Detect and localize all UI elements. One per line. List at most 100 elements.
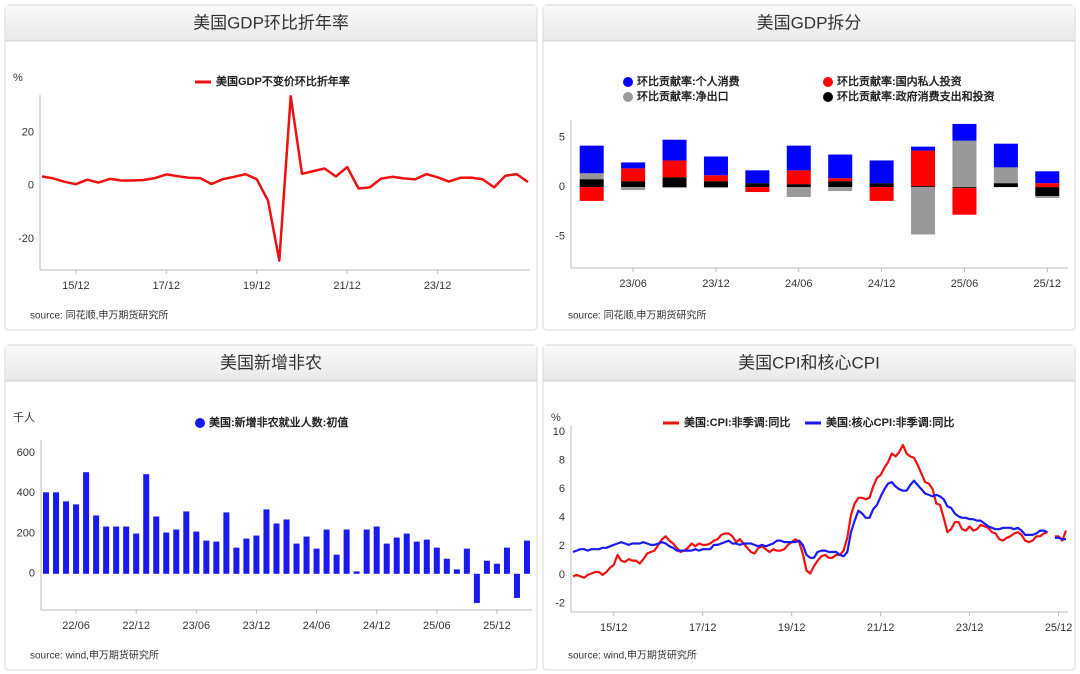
bar: [493, 563, 500, 574]
legend-swatch: [623, 92, 633, 102]
panel-title: 美国GDP环比折年率: [193, 13, 349, 32]
bar: [253, 535, 260, 574]
bar: [413, 541, 420, 574]
bar-segment: [828, 181, 853, 188]
x-tick-label: 21/12: [867, 622, 895, 634]
bar-segment: [869, 160, 894, 184]
bar: [203, 540, 210, 574]
x-tick-label: 24/12: [363, 620, 391, 632]
bar-segment: [869, 187, 894, 201]
bar-segment: [869, 183, 894, 188]
y-tick-label: 0: [29, 568, 35, 580]
source: source: wind,申万期货研究所: [568, 649, 697, 662]
bar-segment: [952, 123, 977, 141]
legend-label: 美国:新增非农就业人数:初值: [209, 415, 348, 429]
bar-segment: [828, 178, 853, 182]
y-tick-label: 0: [559, 569, 565, 581]
panel-header: [5, 345, 537, 381]
bar: [483, 560, 490, 574]
x-tick-label: 24/12: [868, 278, 896, 290]
bar-segment: [828, 154, 853, 179]
bar: [523, 540, 530, 574]
bar: [143, 474, 150, 574]
bar: [283, 519, 290, 574]
panel: [4, 344, 538, 671]
bar-segment: [579, 179, 604, 188]
y-tick-label: -2: [555, 597, 565, 609]
x-tick-label: 22/06: [62, 620, 90, 632]
bar: [123, 526, 130, 574]
legend-label: 环比贡献率:国内私人投资: [837, 74, 962, 88]
source: source: wind,申万期货研究所: [30, 649, 159, 662]
bar: [73, 504, 80, 574]
bar: [213, 541, 220, 574]
bar: [343, 529, 350, 574]
y-tick-label: 8: [559, 455, 565, 467]
panel: [4, 4, 538, 331]
legend-label: 美国:CPI:非季调:同比: [684, 415, 790, 429]
bar: [263, 509, 270, 574]
bar: [333, 554, 340, 574]
bar: [463, 548, 470, 574]
x-tick-label: 25/06: [423, 620, 451, 632]
bar-segment: [952, 187, 977, 189]
bar-segment: [993, 183, 1018, 188]
x-tick-label: 17/12: [689, 622, 717, 634]
x-tick-label: 23/12: [702, 278, 730, 290]
bar: [153, 516, 160, 574]
bar-segment: [579, 145, 604, 174]
bar-segment: [662, 187, 687, 189]
bar: [83, 472, 90, 574]
bar-segment: [703, 175, 728, 182]
legend-swatch: [623, 77, 633, 87]
panel: [542, 344, 1076, 671]
bar: [453, 569, 460, 574]
y-tick-label: -20: [18, 233, 34, 245]
bar: [303, 536, 310, 574]
bar: [243, 538, 250, 574]
bar-segment: [703, 181, 728, 188]
bar-segment: [911, 187, 936, 235]
bar: [353, 571, 360, 574]
y-tick-label: 10: [553, 426, 565, 438]
x-tick-label: 24/06: [303, 620, 331, 632]
bar-segment: [786, 145, 811, 171]
panel-header: [543, 5, 1075, 41]
legend-swatch: [195, 418, 205, 428]
legend-label: 美国:核心CPI:非季调:同比: [826, 415, 954, 429]
x-tick-label: 25/06: [951, 278, 979, 290]
bar: [503, 547, 510, 574]
bar: [443, 558, 450, 574]
bar-segment: [579, 173, 604, 180]
bar: [363, 529, 370, 574]
bar-segment: [911, 150, 936, 187]
x-tick-label: 23/06: [619, 278, 647, 290]
series-line: [41, 95, 529, 262]
series-line: [572, 479, 1066, 559]
bar-segment: [1035, 187, 1060, 196]
bar-segment: [786, 187, 811, 197]
bar-segment: [662, 177, 687, 188]
y-tick-label: 5: [559, 132, 565, 144]
x-tick-label: 24/06: [785, 278, 813, 290]
panel-header: [543, 345, 1075, 381]
bar-segment: [786, 170, 811, 185]
x-tick-label: 25/12: [483, 620, 511, 632]
panel-header: [5, 5, 537, 41]
y-tick-label: 0: [28, 180, 34, 192]
panel-title: 美国CPI和核心CPI: [738, 353, 880, 372]
y-tick-label: 2: [559, 540, 565, 552]
bar: [113, 526, 120, 574]
y-tick-label: 400: [17, 487, 35, 499]
unit-label: %: [13, 72, 23, 84]
source: source: 同花顺,申万期货研究所: [30, 309, 168, 322]
y-tick-label: 200: [17, 527, 35, 539]
y-tick-label: 6: [559, 483, 565, 495]
legend-label: 环比贡献率:政府消费支出和投资: [837, 89, 995, 103]
y-tick-label: 4: [559, 512, 565, 524]
bar-segment: [579, 187, 604, 201]
bar: [183, 511, 190, 574]
x-tick-label: 23/12: [956, 622, 984, 634]
bar-segment: [1035, 195, 1060, 198]
